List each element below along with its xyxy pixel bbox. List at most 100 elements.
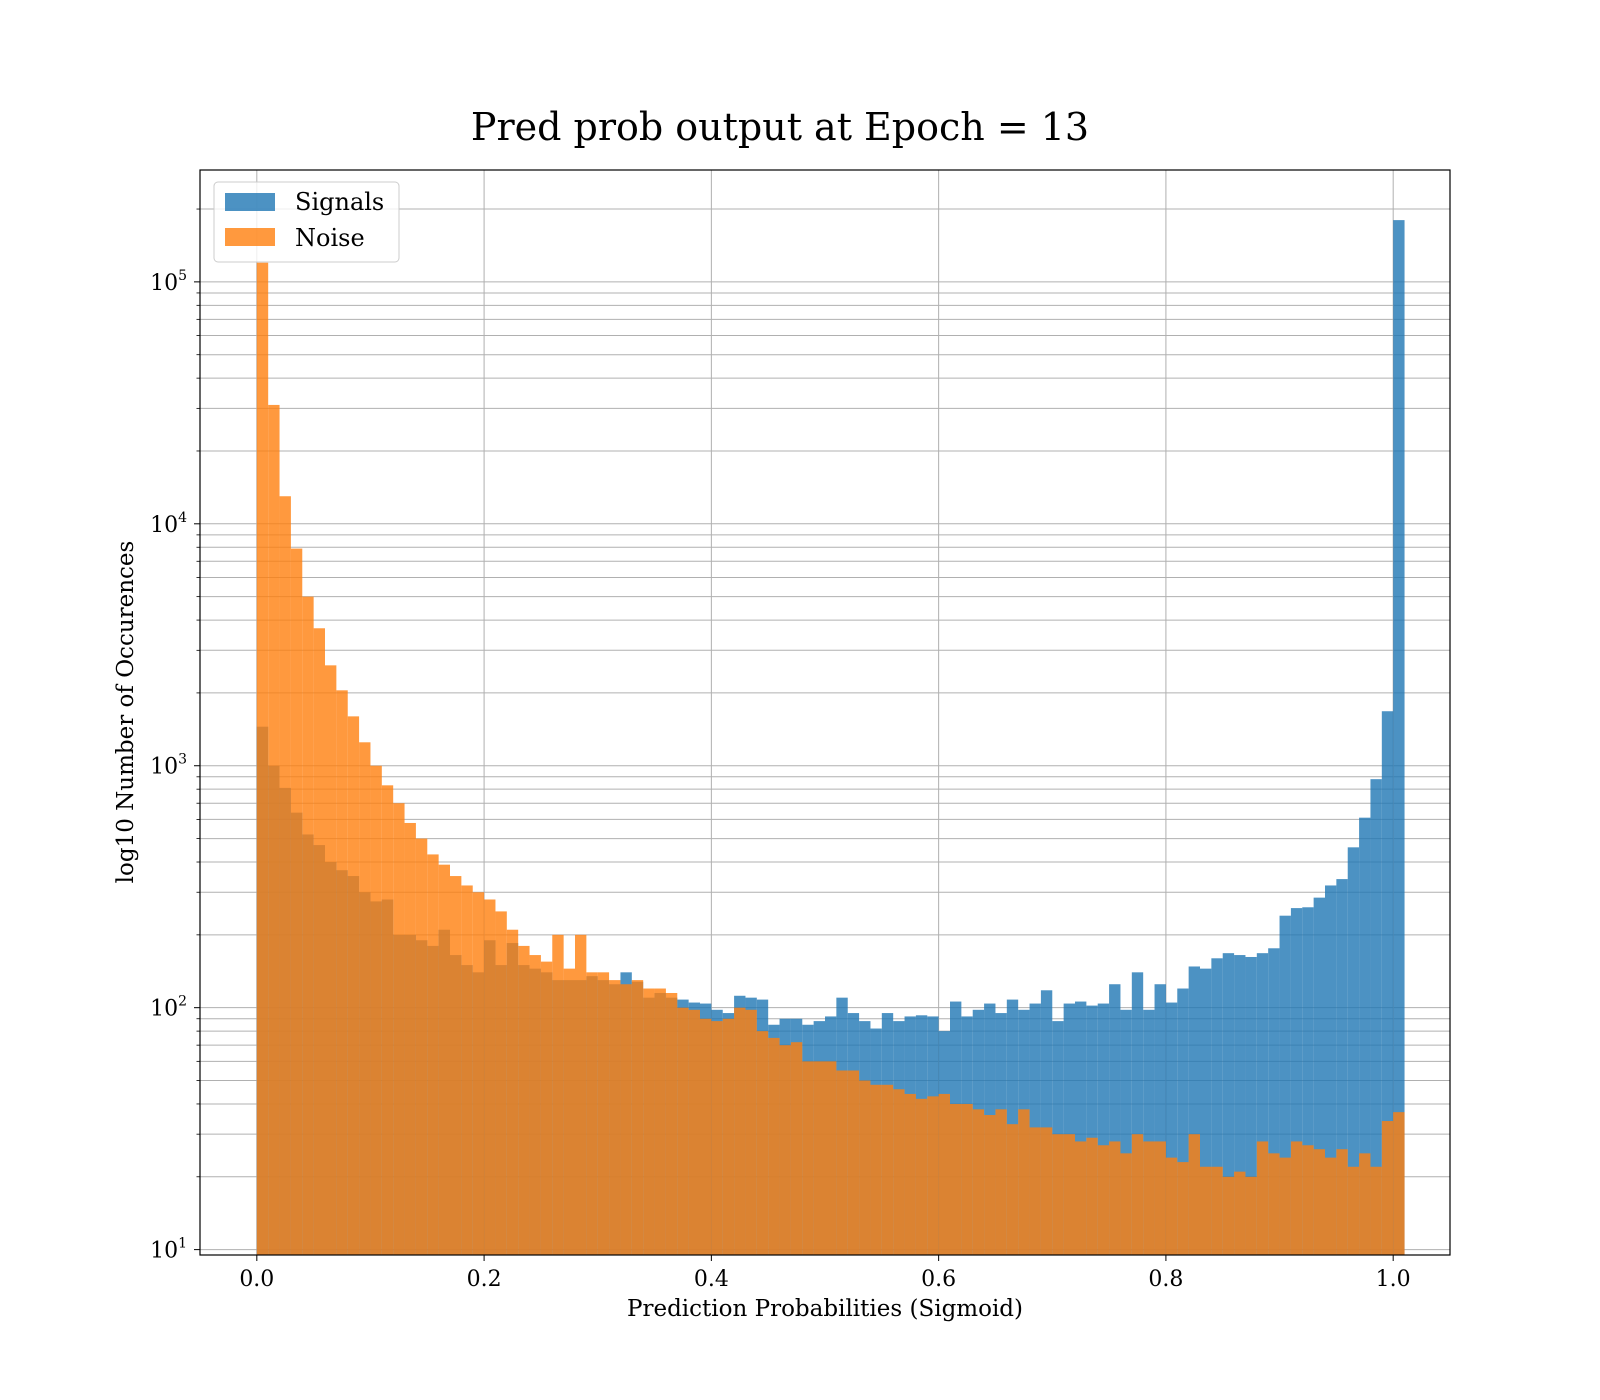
signals-bar xyxy=(1109,984,1121,1255)
noise-bar xyxy=(472,892,485,1255)
noise-bar xyxy=(370,765,382,1255)
noise-bar xyxy=(495,911,507,1255)
noise-bar xyxy=(1165,1157,1178,1255)
noise-bar xyxy=(1325,1157,1337,1255)
signals-bar xyxy=(1245,956,1257,1255)
noise-bar xyxy=(643,988,655,1255)
noise-bar xyxy=(654,988,666,1255)
noise-bar xyxy=(381,785,394,1255)
signals-bar xyxy=(1177,988,1189,1255)
signals-bar xyxy=(1290,908,1303,1255)
signals-bar xyxy=(1336,879,1348,1255)
noise-bar xyxy=(1381,1121,1394,1255)
noise-bar xyxy=(700,1018,712,1255)
y-tick-label: 104 xyxy=(150,510,187,538)
noise-bar xyxy=(1052,1134,1064,1255)
noise-bar xyxy=(1075,1141,1087,1255)
x-axis-ticks: 0.0 0.2 0.4 0.6 0.8 1.0 xyxy=(239,1255,1411,1292)
noise-bar xyxy=(1154,1141,1166,1255)
noise-bar xyxy=(825,1061,837,1255)
noise-bar xyxy=(1188,1134,1200,1255)
signals-bar xyxy=(1268,948,1280,1255)
noise-bar xyxy=(756,1031,769,1255)
noise-bar xyxy=(1177,1162,1189,1255)
noise-bar xyxy=(484,899,496,1255)
noise-bar xyxy=(893,1089,905,1255)
y-tick-label: 102 xyxy=(150,994,187,1022)
noise-bar xyxy=(631,980,644,1255)
noise-bar xyxy=(256,262,269,1255)
noise-bar xyxy=(279,496,291,1255)
noise-bar xyxy=(552,934,564,1255)
noise-bar xyxy=(313,628,325,1255)
noise-bar xyxy=(1302,1145,1314,1255)
signals-bar xyxy=(1200,968,1212,1255)
signals-bar xyxy=(1256,953,1269,1255)
noise-bar xyxy=(586,972,598,1255)
noise-bar xyxy=(427,854,439,1255)
legend-label-noise: Noise xyxy=(295,224,365,252)
noise-bar xyxy=(665,992,678,1255)
signals-bar xyxy=(1370,779,1382,1255)
legend: Signals Noise xyxy=(213,181,400,263)
noise-bar xyxy=(802,1061,814,1255)
noise-bar xyxy=(575,934,587,1255)
noise-bar xyxy=(870,1084,882,1255)
noise-bar xyxy=(688,1009,700,1255)
noise-bar xyxy=(529,955,541,1255)
signals-bar xyxy=(1040,990,1053,1255)
x-tick-label: 1.0 xyxy=(1376,1267,1411,1292)
noise-bar xyxy=(961,1103,973,1255)
x-axis-label: Prediction Probabilities (Sigmoid) xyxy=(627,1296,1023,1322)
noise-bar xyxy=(1211,1166,1223,1255)
noise-bar xyxy=(1290,1141,1303,1255)
signals-bar xyxy=(1075,1001,1087,1255)
x-tick-label: 0.0 xyxy=(239,1267,274,1292)
noise-bar xyxy=(1359,1153,1371,1255)
x-tick-label: 0.4 xyxy=(694,1267,729,1292)
legend-swatch-noise xyxy=(225,228,275,246)
noise-bar xyxy=(1234,1171,1246,1255)
noise-bar xyxy=(404,822,416,1255)
noise-bar xyxy=(836,1070,848,1255)
noise-bar xyxy=(1245,1176,1257,1255)
signals-bar xyxy=(1313,897,1325,1255)
y-axis-ticks: 101 102 103 104 105 xyxy=(150,208,200,1264)
noise-bar xyxy=(734,1007,746,1255)
noise-bar xyxy=(950,1103,962,1255)
signals-bar xyxy=(1347,847,1360,1255)
signals-bar xyxy=(1131,972,1144,1255)
noise-bar xyxy=(768,1037,780,1255)
noise-bar xyxy=(1200,1166,1212,1255)
noise-bar xyxy=(984,1115,996,1255)
legend-swatch-signals xyxy=(225,193,275,211)
noise-bar xyxy=(1097,1145,1110,1255)
noise-bar xyxy=(677,1007,689,1255)
plot-frame xyxy=(199,169,1451,1256)
noise-bar xyxy=(1313,1149,1325,1255)
noise-bar xyxy=(1279,1157,1291,1255)
noise-bar xyxy=(609,980,621,1255)
noise-bar xyxy=(972,1109,985,1255)
noise-bar xyxy=(881,1084,894,1255)
noise-bar xyxy=(268,404,280,1255)
signals-bar xyxy=(1154,984,1166,1255)
signals-bar xyxy=(1143,1009,1155,1255)
noise-bar xyxy=(813,1061,825,1255)
noise-bar xyxy=(563,968,575,1255)
signals-bar xyxy=(1381,711,1394,1255)
x-tick-label: 0.6 xyxy=(921,1267,956,1292)
signals-bar xyxy=(1086,1005,1098,1255)
noise-bar xyxy=(1347,1166,1360,1255)
y-axis-label: log10 Number of Occurences xyxy=(113,541,139,884)
signals-bar xyxy=(1222,953,1235,1255)
signals-bar xyxy=(1279,915,1291,1255)
noise-bar xyxy=(711,1021,723,1255)
noise-bar xyxy=(1370,1166,1382,1255)
signals-bar xyxy=(1097,1003,1110,1255)
noise-bar xyxy=(620,984,632,1255)
noise-bar xyxy=(290,548,303,1255)
noise-bar xyxy=(1120,1153,1132,1255)
legend-label-signals: Signals xyxy=(295,188,384,216)
